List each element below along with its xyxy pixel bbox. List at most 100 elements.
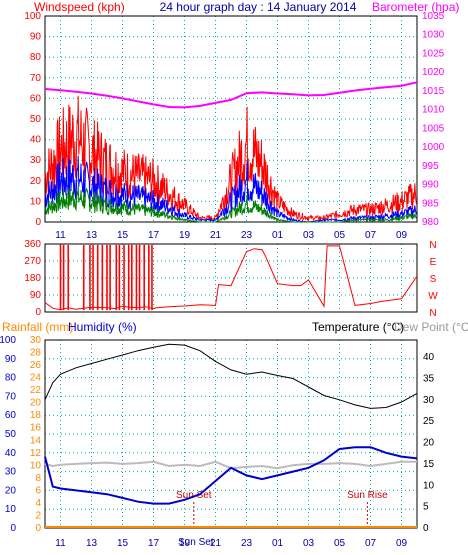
wind-x-tick-label: 21: [210, 230, 222, 241]
barometer-y-tick-label: 990: [422, 180, 439, 191]
temperature-axis-label: Temperature (°C): [312, 320, 404, 334]
barometer-y-tick-label: 1005: [422, 123, 445, 134]
wind-y-tick-label: 40: [30, 135, 42, 146]
humidity-line: [44, 446, 418, 505]
humidity-y-tick-label: 30: [5, 467, 17, 478]
temperature-y-tick-label: 5: [423, 502, 429, 513]
rainfall-y-tick-label: 30: [30, 335, 42, 346]
rainfall-y-tick-label: 6: [35, 485, 41, 496]
climate-x-tick-label: 05: [334, 538, 346, 549]
barometer-y-tick-label: 1030: [422, 30, 445, 41]
barometer-y-tick-label: 995: [422, 161, 439, 172]
humidity-y-tick-label: 60: [5, 410, 17, 421]
page-title: 24 hour graph day : 14 January 2014: [160, 0, 357, 14]
rainfall-y-tick-label: 12: [30, 448, 42, 459]
direction-y-tick-label: 360: [24, 239, 41, 250]
compass-label: S: [430, 274, 437, 285]
wind-y-tick-label: 30: [30, 155, 42, 166]
wind-low-line: [44, 185, 417, 223]
rainfall-y-tick-label: 22: [30, 385, 42, 396]
wind-y-tick-label: 80: [30, 52, 42, 63]
dew-point-axis-label: Dew Point (°C): [394, 320, 468, 334]
climate-x-tick-label: 21: [210, 538, 222, 549]
humidity-axis-label: Humidity (%): [68, 320, 137, 334]
rainfall-y-tick-label: 14: [30, 435, 42, 446]
wind-y-tick-label: 70: [30, 73, 42, 84]
direction-frame: [44, 243, 418, 313]
wind-x-tick-label: 01: [272, 230, 284, 241]
rainfall-y-tick-label: 20: [30, 398, 42, 409]
humidity-y-tick-label: 100: [0, 335, 16, 346]
wind-x-tick-label: 11: [55, 230, 66, 241]
dew-point-line: [44, 460, 417, 470]
rainfall-y-tick-label: 18: [30, 410, 42, 421]
compass-label: E: [430, 257, 437, 268]
climate-x-tick-label: 09: [396, 538, 408, 549]
sun-rise-annotation: Sun Rise: [347, 490, 388, 501]
wind-x-tick-label: 07: [365, 230, 377, 241]
humidity-y-tick-label: 90: [5, 354, 17, 365]
humidity-y-tick-label: 10: [5, 504, 17, 515]
rainfall-axis-label: Rainfall (mm): [2, 320, 73, 334]
temperature-y-tick-label: 0: [423, 523, 429, 534]
barometer-y-tick-label: 1000: [422, 142, 445, 153]
wind-x-tick-label: 15: [117, 230, 129, 241]
wind-y-tick-label: 90: [30, 32, 42, 43]
compass-label: N: [429, 308, 436, 319]
wind-y-tick-label: 0: [35, 217, 41, 228]
wind-y-tick-label: 10: [30, 196, 42, 207]
compass-label: W: [428, 291, 438, 302]
rainfall-y-tick-label: 16: [30, 423, 42, 434]
climate-x-tick-label: 07: [365, 538, 377, 549]
temperature-y-tick-label: 15: [423, 459, 435, 470]
rainfall-y-tick-label: 10: [30, 460, 42, 471]
humidity-y-tick-label: 40: [5, 448, 17, 459]
compass-label: N: [429, 240, 436, 251]
direction-y-tick-label: 90: [30, 290, 42, 301]
temperature-y-tick-label: 10: [423, 480, 435, 491]
rainfall-y-tick-label: 28: [30, 348, 42, 359]
climate-x-tick-label: 17: [148, 538, 160, 549]
rainfall-y-tick-label: 24: [30, 373, 42, 384]
humidity-y-tick-label: 0: [10, 523, 16, 534]
wind-y-tick-label: 60: [30, 93, 42, 104]
climate-x-tick-label: 11: [55, 538, 66, 549]
direction-y-tick-label: 180: [24, 273, 41, 284]
temperature-y-tick-label: 40: [423, 352, 435, 363]
barometer-axis-label: Barometer (hpa): [372, 0, 459, 14]
rainfall-y-tick-label: 26: [30, 360, 42, 371]
climate-x-tick-label: 13: [86, 538, 98, 549]
wind-x-tick-label: 03: [303, 230, 315, 241]
barometer-y-tick-label: 1015: [422, 86, 445, 97]
barometer-y-tick-label: 1020: [422, 67, 445, 78]
windspeed-axis-label: Windspeed (kph): [34, 0, 125, 14]
wind-y-tick-label: 50: [30, 114, 42, 125]
rainfall-y-tick-label: 4: [35, 498, 41, 509]
wind-y-tick-label: 20: [30, 176, 42, 187]
climate-x-tick-label: 19: [179, 538, 191, 549]
humidity-y-tick-label: 20: [5, 485, 17, 496]
barometer-y-tick-label: 1025: [422, 48, 445, 59]
wind-frame: [44, 15, 418, 223]
climate-x-tick-label: 01: [272, 538, 284, 549]
rainfall-y-tick-label: 2: [35, 510, 41, 521]
wind-x-tick-label: 23: [241, 230, 253, 241]
direction-line: [44, 245, 418, 311]
direction-y-tick-label: 0: [35, 307, 41, 318]
climate-x-tick-label: 03: [303, 538, 315, 549]
wind-x-tick-label: 05: [334, 230, 346, 241]
climate-x-tick-label: 23: [241, 538, 253, 549]
temperature-line: [44, 343, 418, 409]
wind-x-tick-label: 13: [86, 230, 98, 241]
wind-average-line: [44, 155, 417, 223]
temperature-y-tick-label: 20: [423, 438, 435, 449]
rainfall-y-tick-label: 0: [35, 523, 41, 534]
barometer-y-tick-label: 1010: [422, 105, 445, 116]
barometer-y-tick-label: 1035: [422, 11, 445, 22]
temperature-y-tick-label: 35: [423, 373, 435, 384]
temperature-y-tick-label: 25: [423, 416, 435, 427]
barometer-line: [44, 81, 418, 109]
wind-x-tick-label: 19: [179, 230, 191, 241]
humidity-y-tick-label: 70: [5, 391, 17, 402]
rainfall-y-tick-label: 8: [35, 473, 41, 484]
